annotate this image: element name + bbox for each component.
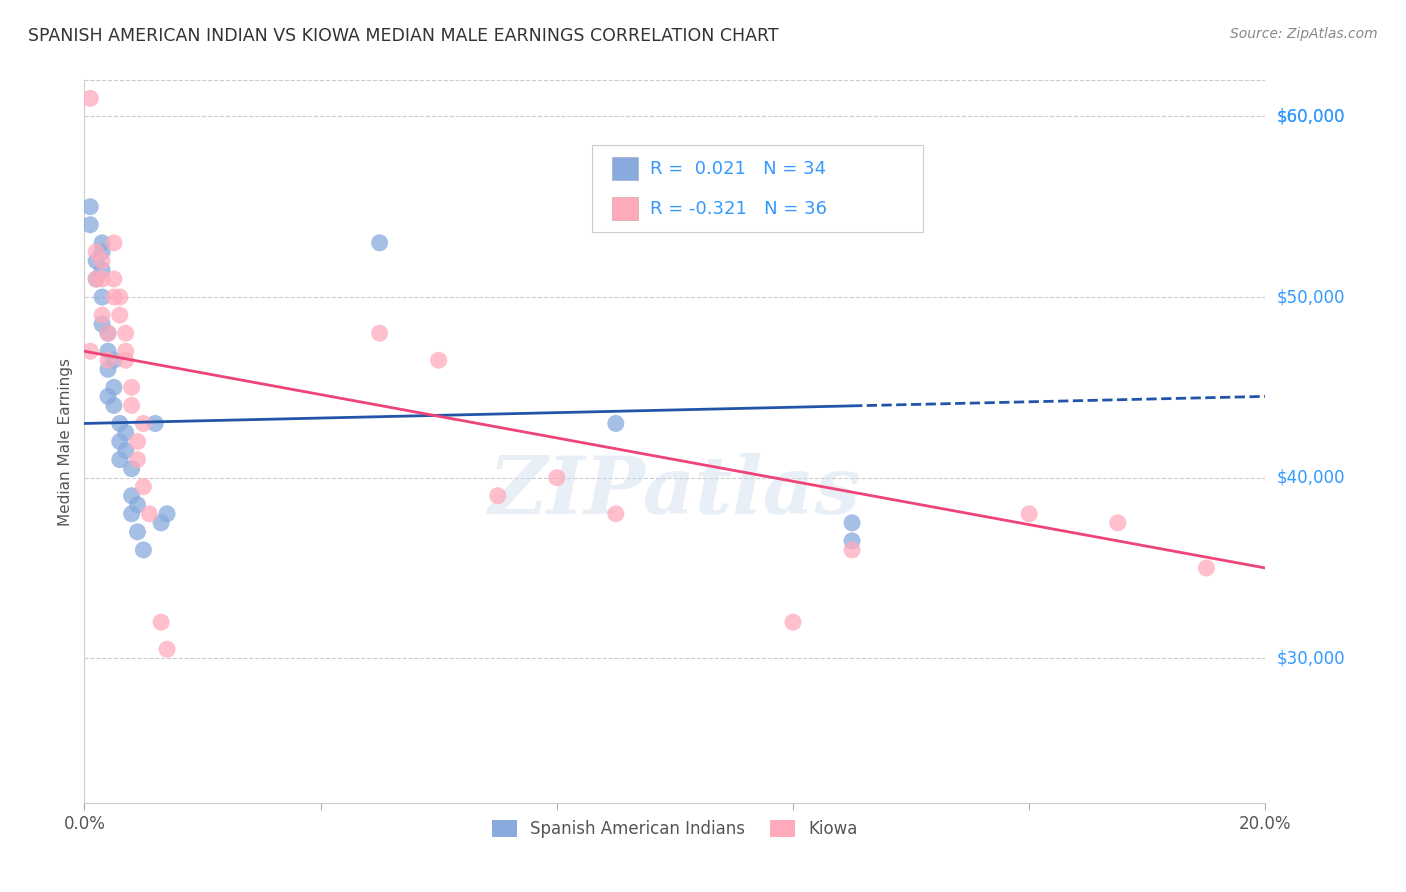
Point [79, 218, 101, 232]
Point [114, 443, 136, 458]
Point [91, 308, 114, 322]
Bar [612, 157, 638, 180]
Point [114, 353, 136, 368]
Point [121, 398, 143, 412]
Point [97, 353, 120, 368]
Point [1107, 516, 1129, 530]
Point [156, 642, 179, 657]
Point [121, 507, 143, 521]
Point [605, 507, 627, 521]
Point [143, 417, 166, 431]
Legend: Spanish American Indians, Kiowa: Spanish American Indians, Kiowa [485, 814, 865, 845]
Point [84, 244, 107, 259]
Point [782, 615, 804, 630]
Point [486, 489, 509, 503]
Point [138, 507, 160, 521]
Point [103, 272, 125, 286]
Point [97, 389, 120, 403]
Point [132, 480, 155, 494]
Text: Source: ZipAtlas.com: Source: ZipAtlas.com [1230, 27, 1378, 41]
Point [841, 533, 863, 548]
Text: R = -0.321   N = 36: R = -0.321 N = 36 [650, 200, 827, 218]
Point [108, 290, 131, 304]
Y-axis label: Median Male Earnings: Median Male Earnings [58, 358, 73, 525]
Point [127, 498, 149, 512]
Point [103, 290, 125, 304]
Point [121, 489, 143, 503]
Text: $60,000: $60,000 [1277, 107, 1346, 126]
Point [84, 253, 107, 268]
Point [114, 326, 136, 341]
Point [127, 524, 149, 539]
Point [91, 290, 114, 304]
Point [546, 471, 568, 485]
Point [84, 272, 107, 286]
Point [79, 344, 101, 359]
Text: ZIPatlas: ZIPatlas [489, 453, 860, 531]
Text: R =  0.021   N = 34: R = 0.021 N = 34 [650, 160, 827, 178]
Point [79, 200, 101, 214]
Text: $50,000: $50,000 [1277, 288, 1346, 306]
Point [103, 398, 125, 412]
Point [605, 417, 627, 431]
Point [121, 380, 143, 394]
Point [1195, 561, 1218, 575]
Point [132, 542, 155, 557]
Point [79, 91, 101, 105]
Point [97, 344, 120, 359]
Point [368, 326, 391, 341]
Text: $30,000: $30,000 [1277, 649, 1346, 667]
Point [114, 425, 136, 440]
Point [156, 507, 179, 521]
Point [108, 434, 131, 449]
Text: $40,000: $40,000 [1277, 468, 1346, 487]
Point [103, 235, 125, 250]
Point [97, 326, 120, 341]
FancyBboxPatch shape [592, 145, 922, 232]
Point [427, 353, 450, 368]
Point [103, 353, 125, 368]
Point [114, 344, 136, 359]
Point [150, 516, 173, 530]
Text: $60,000: $60,000 [1277, 107, 1346, 126]
Point [108, 308, 131, 322]
Point [127, 452, 149, 467]
Point [127, 434, 149, 449]
Point [84, 272, 107, 286]
Point [108, 452, 131, 467]
Point [1018, 507, 1040, 521]
Bar [612, 197, 638, 220]
Point [108, 417, 131, 431]
Point [103, 380, 125, 394]
Point [150, 615, 173, 630]
Point [97, 362, 120, 376]
Point [841, 516, 863, 530]
Point [841, 542, 863, 557]
Point [91, 253, 114, 268]
Point [91, 235, 114, 250]
Point [132, 417, 155, 431]
Point [97, 326, 120, 341]
Point [91, 263, 114, 277]
Point [368, 235, 391, 250]
Point [121, 461, 143, 475]
Point [91, 244, 114, 259]
Point [91, 272, 114, 286]
Text: SPANISH AMERICAN INDIAN VS KIOWA MEDIAN MALE EARNINGS CORRELATION CHART: SPANISH AMERICAN INDIAN VS KIOWA MEDIAN … [28, 27, 779, 45]
Point [91, 317, 114, 331]
